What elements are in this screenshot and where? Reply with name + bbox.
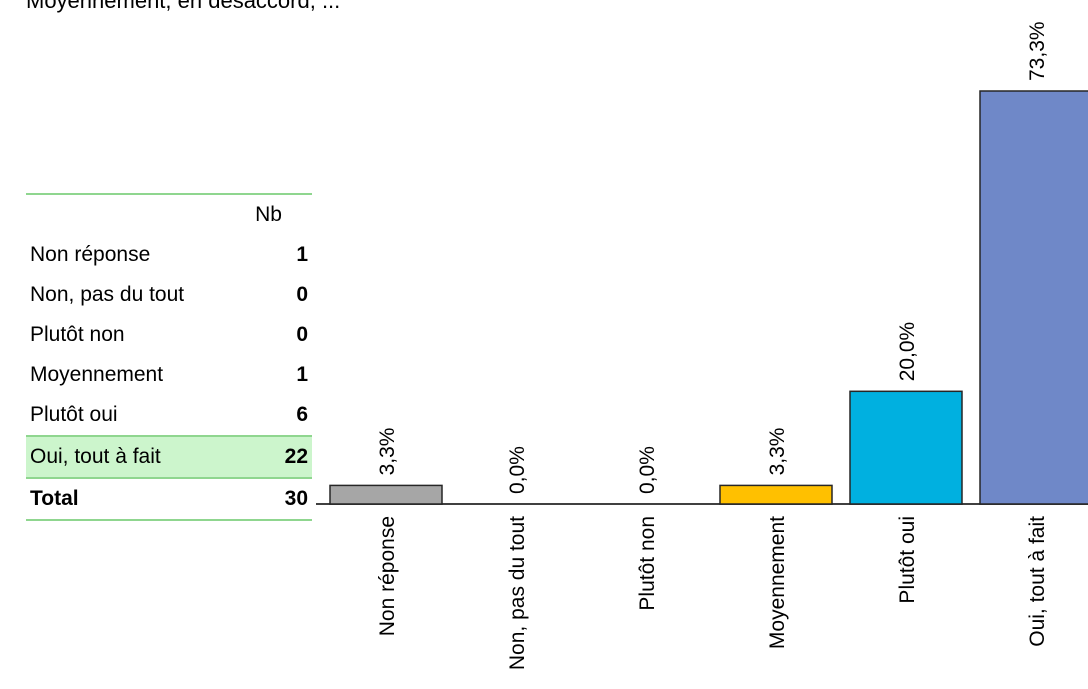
table-row-label: Plutôt oui xyxy=(30,403,118,426)
table-row-value: 0 xyxy=(296,323,308,346)
category-label: Plutôt oui xyxy=(896,516,919,604)
bar xyxy=(329,484,443,505)
table-header-row: Nb xyxy=(26,193,312,235)
data-label: 3,3% xyxy=(376,428,399,476)
table-total-value: 30 xyxy=(212,478,312,521)
bar xyxy=(979,90,1088,505)
table-row-label: Non réponse xyxy=(30,243,151,266)
data-label: 0,0% xyxy=(636,446,659,494)
table-row: Non, pas du tout 0 xyxy=(26,275,312,315)
table-row-value: 0 xyxy=(296,283,308,306)
table-row-label: Moyennement xyxy=(30,363,164,386)
category-label: Non, pas du tout xyxy=(506,516,529,670)
table-row-value: 1 xyxy=(296,363,308,386)
table-header-nb: Nb xyxy=(212,193,312,235)
category-label: Moyennement xyxy=(766,516,789,649)
bar xyxy=(849,390,963,505)
table-row: Moyennement 1 xyxy=(26,355,312,395)
frequency-table: Nb Non réponse 1 Non, pas du tout 0 Plut… xyxy=(26,193,312,521)
data-label: 73,3% xyxy=(1026,21,1049,81)
data-label: 3,3% xyxy=(766,428,789,476)
category-label: Non réponse xyxy=(376,516,399,636)
table-total-row: Total 30 xyxy=(26,478,312,521)
table-total-label: Total xyxy=(26,478,212,521)
table-row: Non réponse 1 xyxy=(26,235,312,275)
table-row: Plutôt non 0 xyxy=(26,315,312,355)
table-row-label: Plutôt non xyxy=(30,323,125,346)
table-row-value: 1 xyxy=(296,243,308,266)
chart-header-text: Moyennement, en désaccord, ... xyxy=(26,0,341,13)
table-row-value: 22 xyxy=(212,435,312,479)
bar xyxy=(719,484,833,505)
category-label: Oui, tout à fait xyxy=(1026,516,1049,647)
table-row-label: Oui, tout à fait xyxy=(26,435,212,479)
table-header-label xyxy=(26,193,212,235)
data-label: 20,0% xyxy=(896,322,919,382)
table-row-highlighted: Oui, tout à fait 22 xyxy=(26,435,312,479)
table-row-label: Non, pas du tout xyxy=(30,283,185,306)
table-row: Plutôt oui 6 xyxy=(26,395,312,436)
category-label: Plutôt non xyxy=(636,516,659,611)
table-row-value: 6 xyxy=(296,403,308,426)
data-label: 0,0% xyxy=(506,446,529,494)
